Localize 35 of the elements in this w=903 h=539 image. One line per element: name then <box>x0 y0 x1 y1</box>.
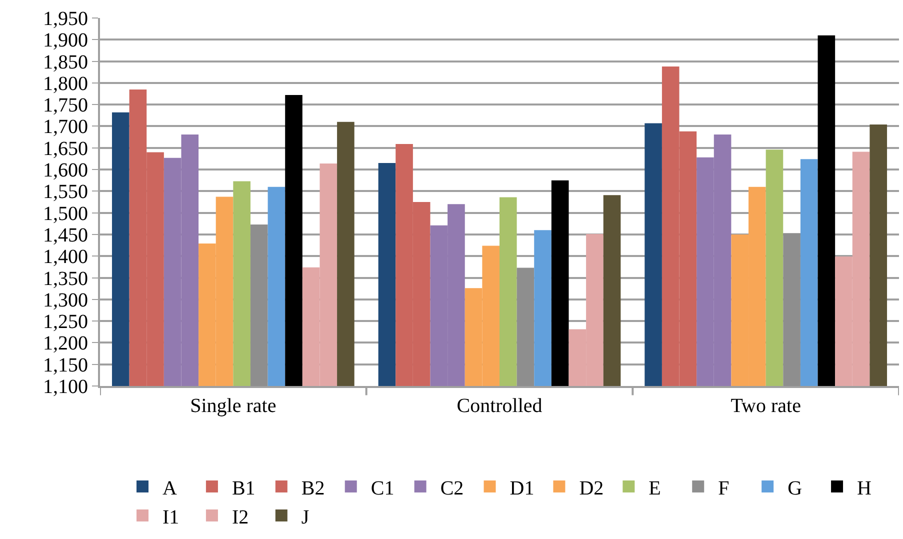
x-tick-label: Two rate <box>730 395 802 417</box>
legend-label: A <box>162 477 178 500</box>
legend-label: D1 <box>510 477 534 500</box>
legend-label: I1 <box>162 506 180 528</box>
y-tick-label: 1,400 <box>43 246 88 268</box>
y-tick-label: 1,700 <box>43 116 88 138</box>
legend-label: F <box>718 477 730 500</box>
legend-label: E <box>648 477 661 500</box>
y-tick-label: 1,850 <box>43 51 88 74</box>
x-tick-label: Controlled <box>456 395 542 417</box>
y-tick-label: 1,900 <box>43 30 88 52</box>
y-tick-label: 1,350 <box>43 268 88 290</box>
legend-label: H <box>857 477 872 500</box>
y-tick-label: 1,750 <box>43 94 88 117</box>
legend-label: B1 <box>232 477 256 500</box>
legend-label: D2 <box>579 477 604 500</box>
y-tick-label: 1,100 <box>43 376 88 398</box>
y-tick-label: 1,950 <box>43 8 88 30</box>
y-tick-label: 1,600 <box>43 160 88 182</box>
y-tick-label: 1,450 <box>43 224 88 246</box>
legend-label: B2 <box>301 477 325 500</box>
legend-label: J <box>301 506 310 528</box>
y-tick-label: 1,500 <box>43 202 88 225</box>
legend-label: C1 <box>370 477 394 500</box>
y-tick-label: 1,550 <box>43 181 88 204</box>
y-tick-label: 1,250 <box>43 311 88 334</box>
legend-label: G <box>788 477 802 500</box>
legend-label: I2 <box>232 506 249 528</box>
y-tick-label: 1,200 <box>43 332 88 355</box>
legend-label: C2 <box>440 477 464 500</box>
y-tick-label: 1,150 <box>43 354 88 376</box>
y-tick-label: 1,300 <box>43 289 88 312</box>
y-tick-label: 1,800 <box>43 72 88 95</box>
x-tick-label: Single rate <box>190 395 276 417</box>
y-tick-label: 1,650 <box>43 138 88 160</box>
